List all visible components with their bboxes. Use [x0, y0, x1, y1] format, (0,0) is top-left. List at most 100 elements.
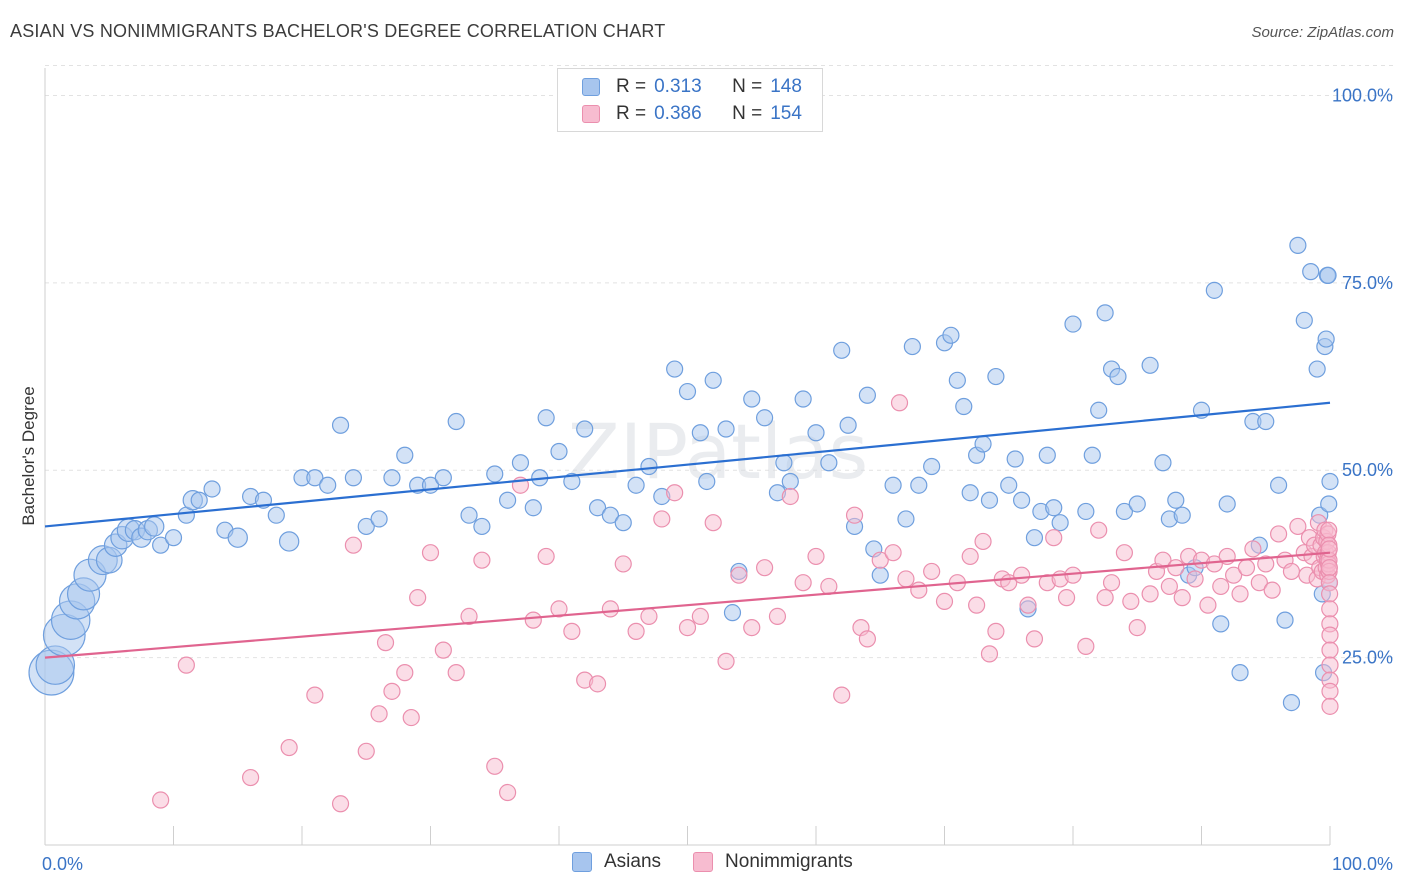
- nonimmigrants-point: [1096, 589, 1114, 607]
- asians-point: [1012, 491, 1031, 509]
- asians-point: [1038, 446, 1056, 464]
- asians-point: [858, 386, 877, 404]
- asians-point: [511, 454, 530, 472]
- nonimmigrants-point: [691, 607, 709, 625]
- nonimmigrants-point: [1321, 626, 1339, 644]
- asians-point: [1096, 304, 1114, 322]
- nonimmigrants-point: [331, 795, 350, 813]
- n-label: N =: [732, 76, 763, 97]
- asians-point: [942, 326, 960, 344]
- nonimmigrants-r-value: 0.386: [654, 103, 702, 124]
- asians-point: [331, 416, 350, 434]
- asians-r-value: 0.313: [654, 76, 702, 97]
- legend-item-asians[interactable]: Asians: [572, 851, 661, 873]
- nonimmigrants-point: [1320, 540, 1338, 558]
- asians-point: [1025, 529, 1044, 547]
- asians-point: [1141, 356, 1159, 374]
- asians-point: [1064, 315, 1082, 333]
- nonimmigrants-point: [306, 686, 324, 704]
- nonimmigrants-point: [614, 555, 632, 573]
- nonimmigrants-point: [1320, 559, 1338, 577]
- asians-point: [1282, 693, 1301, 712]
- asians-point: [884, 476, 902, 494]
- asians-point: [614, 514, 632, 532]
- nonimmigrants-point: [820, 577, 838, 596]
- source-label: Source: ZipAtlas.com: [1251, 24, 1394, 41]
- nonimmigrants-point: [1237, 559, 1256, 577]
- nonimmigrants-point: [1231, 585, 1249, 603]
- legend-item-nonimmigrants[interactable]: Nonimmigrants: [693, 851, 853, 873]
- axes: [44, 68, 1331, 846]
- asians-point: [319, 476, 337, 494]
- nonimmigrants-point: [601, 600, 620, 618]
- asians-point: [1319, 266, 1337, 284]
- asians-point: [1205, 281, 1223, 299]
- asians-point: [743, 390, 761, 408]
- asians-point: [666, 360, 684, 378]
- nonimmigrants-point: [473, 551, 491, 569]
- asians-point: [833, 341, 851, 359]
- n-label: N =: [732, 103, 763, 124]
- asians-point: [1257, 412, 1275, 431]
- nonimmigrants-point: [910, 581, 928, 599]
- nonimmigrants-point: [409, 589, 427, 607]
- asians-point: [691, 424, 709, 442]
- nonimmigrants-point: [1244, 540, 1262, 558]
- asians-point: [987, 367, 1005, 386]
- asians-point: [190, 491, 208, 509]
- nonimmigrants-point: [1160, 577, 1178, 596]
- nonimmigrants-point: [1019, 596, 1037, 614]
- asians-n-value: 148: [770, 76, 802, 97]
- nonimmigrants-point: [890, 394, 909, 412]
- asians-point: [370, 510, 388, 528]
- nonimmigrants-point: [563, 622, 581, 640]
- nonimmigrants-point: [884, 544, 902, 562]
- asians-point: [144, 516, 165, 537]
- nonimmigrants-point: [1199, 596, 1217, 614]
- nonimmigrants-point: [383, 682, 401, 700]
- asians-point: [627, 476, 645, 494]
- nonimmigrants-point: [1250, 574, 1268, 592]
- asians-point: [1321, 472, 1339, 491]
- asians-point: [1231, 664, 1249, 682]
- y-tick-label: 25.0%: [1342, 648, 1393, 668]
- nonimmigrants-point: [807, 547, 825, 566]
- asians-point: [278, 531, 300, 552]
- asians-point: [203, 480, 221, 498]
- nonimmigrants-point: [1321, 641, 1339, 659]
- legend-row-nonimmigrants: R = 0.386 N = 154: [582, 102, 802, 126]
- asians-point: [640, 457, 658, 476]
- nonimmigrants-point: [980, 645, 999, 663]
- asians-point: [344, 469, 362, 487]
- nonimmigrants-point: [434, 641, 452, 659]
- asians-point: [1212, 615, 1230, 633]
- nonimmigrants-point: [1263, 581, 1281, 599]
- asians-point: [910, 476, 928, 494]
- asians-point: [1289, 236, 1307, 254]
- nonimmigrants-point: [627, 622, 645, 640]
- asians-point: [227, 527, 248, 548]
- nonimmigrants-swatch: [582, 105, 600, 123]
- nonimmigrants-point: [344, 536, 362, 554]
- nonimmigrants-point: [1115, 544, 1134, 562]
- y-tick-label: 100.0%: [1332, 85, 1393, 105]
- asians-point: [537, 409, 555, 427]
- nonimmigrants-point: [1205, 555, 1223, 573]
- asians-point: [1317, 330, 1335, 348]
- nonimmigrants-point: [1212, 577, 1230, 596]
- asians-point: [434, 469, 452, 487]
- asians-point: [1276, 611, 1294, 629]
- nonimmigrants-point: [1257, 555, 1275, 573]
- r-label: R =: [616, 103, 647, 124]
- asians-point: [897, 510, 915, 528]
- asians-point: [357, 517, 375, 536]
- x-tick-labels: 0.0% 100.0%: [42, 854, 1393, 874]
- asians-point: [383, 469, 401, 487]
- nonimmigrants-point: [447, 664, 465, 682]
- asians-point: [588, 499, 607, 517]
- nonimmigrants-point: [704, 514, 722, 532]
- asians-point: [704, 371, 722, 389]
- nonimmigrants-point: [152, 791, 170, 809]
- x-tick-label: 0.0%: [42, 854, 83, 874]
